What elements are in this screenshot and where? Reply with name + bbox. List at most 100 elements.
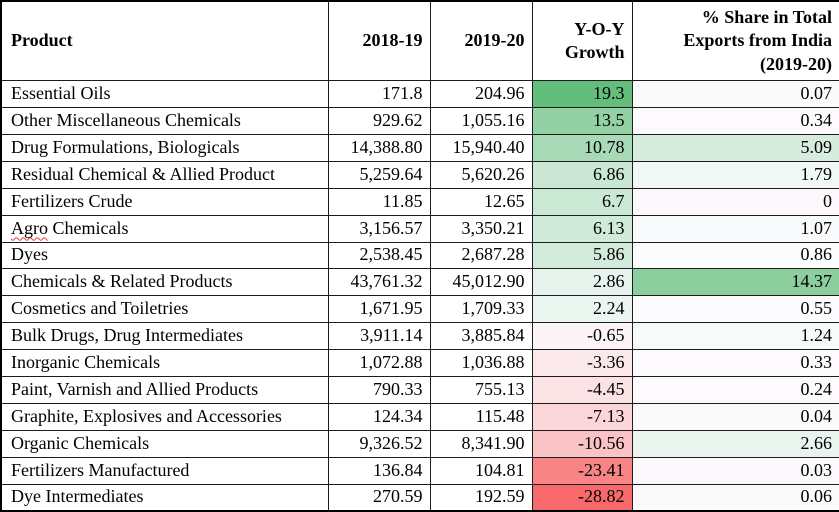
cell-2019-20: 45,012.90	[429, 268, 533, 297]
cell-yoy-growth: -7.13	[531, 402, 633, 431]
table-row: Drug Formulations, Biologicals 14,388.80 1…	[0, 133, 839, 162]
cell-product: Paint, Varnish and Allied Products	[0, 375, 329, 404]
cell-yoy-growth: -3.36	[531, 349, 633, 377]
table-row: Dyes 2,538.45 2,687.28 5.86 0.86	[0, 241, 839, 270]
cell-2019-20: 3,885.84	[429, 322, 533, 351]
cell-share-in-exports: 0.04	[631, 402, 839, 431]
col-header-product: Product	[0, 0, 329, 82]
cell-share-in-exports: 0.24	[631, 375, 839, 404]
table-body: Essential Oils 171.8 204.96 19.3 0.07 Other M…	[0, 80, 839, 512]
cell-share-in-exports: 0.55	[631, 295, 839, 324]
cell-2018-19: 43,761.32	[327, 268, 431, 297]
header-row: Product 2018-19 2019-20 Y-O-Y Growth % S…	[0, 0, 839, 82]
cell-share-in-exports: 0	[631, 187, 839, 216]
cell-product: Cosmetics and Toiletries	[0, 295, 329, 324]
share-label-line2: Exports from India	[683, 30, 832, 51]
cell-product: Inorganic Chemicals	[0, 349, 329, 377]
col-header-2018-19: 2018-19	[327, 0, 431, 82]
share-label-line3: (2019-20)	[760, 53, 832, 74]
cell-share-in-exports: 0.33	[631, 349, 839, 377]
table-row: Organic Chemicals 9,326.52 8,341.90 -10.56 2…	[0, 429, 839, 458]
table-row: Fertilizers Crude 11.85 12.65 6.7 0	[0, 187, 839, 216]
cell-share-in-exports: 1.24	[631, 322, 839, 351]
table-row: Residual Chemical & Allied Product 5,259.…	[0, 160, 839, 189]
cell-2019-20: 204.96	[429, 80, 533, 109]
yoy-growth-label-line2: Growth	[564, 42, 625, 63]
cell-2019-20: 2,687.28	[429, 241, 533, 270]
yoy-growth-label-line1: Y-O-Y	[574, 18, 625, 39]
cell-product: Residual Chemical & Allied Product	[0, 160, 329, 189]
cell-yoy-growth: 6.7	[531, 187, 633, 216]
cell-yoy-growth: -23.41	[531, 456, 633, 485]
cell-yoy-growth: 5.86	[531, 241, 633, 270]
cell-2019-20: 192.59	[429, 483, 533, 512]
cell-yoy-growth: 6.13	[531, 214, 633, 243]
table-row: Paint, Varnish and Allied Products 790.33…	[0, 375, 839, 404]
cell-product: Dyes	[0, 241, 329, 270]
table-header: Product 2018-19 2019-20 Y-O-Y Growth % S…	[0, 0, 839, 82]
cell-2018-19: 171.8	[327, 80, 431, 109]
col-header-2019-20: 2019-20	[429, 0, 533, 82]
cell-share-in-exports: 0.06	[631, 483, 839, 512]
table-row: Cosmetics and Toiletries 1,671.95 1,709.33…	[0, 295, 839, 324]
cell-2018-19: 929.62	[327, 107, 431, 135]
col-header-share-in-exports: % Share in Total Exports from India (201…	[631, 0, 839, 82]
cell-2018-19: 9,326.52	[327, 429, 431, 458]
cell-share-in-exports: 0.07	[631, 80, 839, 109]
cell-yoy-growth: 19.3	[531, 80, 633, 109]
spellcheck-underlined-word: Agro	[11, 217, 48, 238]
cell-yoy-growth: 13.5	[531, 107, 633, 135]
cell-share-in-exports: 0.03	[631, 456, 839, 485]
cell-2019-20: 3,350.21	[429, 214, 533, 243]
cell-2018-19: 14,388.80	[327, 133, 431, 162]
cell-2018-19: 3,156.57	[327, 214, 431, 243]
cell-share-in-exports: 1.79	[631, 160, 839, 189]
cell-2019-20: 5,620.26	[429, 160, 533, 189]
cell-2019-20: 1,036.88	[429, 349, 533, 377]
table-row: Other Miscellaneous Chemicals 929.62 1,055…	[0, 107, 839, 135]
cell-2019-20: 12.65	[429, 187, 533, 216]
share-label-line1: % Share in Total	[701, 7, 832, 27]
cell-yoy-growth: 10.78	[531, 133, 633, 162]
col-header-yoy-growth: Y-O-Y Growth	[531, 0, 633, 82]
cell-2019-20: 8,341.90	[429, 429, 533, 458]
table-row: Bulk Drugs, Drug Intermediates 3,911.14 3,…	[0, 322, 839, 351]
cell-2018-19: 1,072.88	[327, 349, 431, 377]
cell-product: Fertilizers Crude	[0, 187, 329, 216]
cell-yoy-growth: 2.24	[531, 295, 633, 324]
cell-product: Dye Intermediates	[0, 483, 329, 512]
table-row: Fertilizers Manufactured 136.84 104.81 -23.…	[0, 456, 839, 485]
cell-product: Drug Formulations, Biologicals	[0, 133, 329, 162]
cell-2019-20: 104.81	[429, 456, 533, 485]
cell-2018-19: 270.59	[327, 483, 431, 512]
cell-2018-19: 1,671.95	[327, 295, 431, 324]
cell-product: Essential Oils	[0, 80, 329, 109]
cell-2018-19: 136.84	[327, 456, 431, 485]
table-row: Inorganic Chemicals 1,072.88 1,036.88 -3.36…	[0, 349, 839, 377]
cell-2018-19: 5,259.64	[327, 160, 431, 189]
cell-yoy-growth: 2.86	[531, 268, 633, 297]
cell-share-in-exports: 1.07	[631, 214, 839, 243]
cell-yoy-growth: -4.45	[531, 375, 633, 404]
cell-product: Fertilizers Manufactured	[0, 456, 329, 485]
cell-yoy-growth: 6.86	[531, 160, 633, 189]
cell-2018-19: 790.33	[327, 375, 431, 404]
cell-share-in-exports: 5.09	[631, 133, 839, 162]
cell-product: Graphite, Explosives and Accessories	[0, 402, 329, 431]
cell-2018-19: 2,538.45	[327, 241, 431, 270]
cell-product: Other Miscellaneous Chemicals	[0, 107, 329, 135]
cell-share-in-exports: 0.86	[631, 241, 839, 270]
cell-2018-19: 124.34	[327, 402, 431, 431]
cell-2019-20: 1,709.33	[429, 295, 533, 324]
cell-2019-20: 755.13	[429, 375, 533, 404]
cell-2019-20: 115.48	[429, 402, 533, 431]
cell-2019-20: 15,940.40	[429, 133, 533, 162]
table-row: Agro Chemicals 3,156.57 3,350.21 6.13 1.07	[0, 214, 839, 243]
cell-yoy-growth: -28.82	[531, 483, 633, 512]
table-row: Graphite, Explosives and Accessories 124.…	[0, 402, 839, 431]
cell-share-in-exports: 0.34	[631, 107, 839, 135]
cell-2018-19: 3,911.14	[327, 322, 431, 351]
table-row: Dye Intermediates 270.59 192.59 -28.82 0.06	[0, 483, 839, 512]
